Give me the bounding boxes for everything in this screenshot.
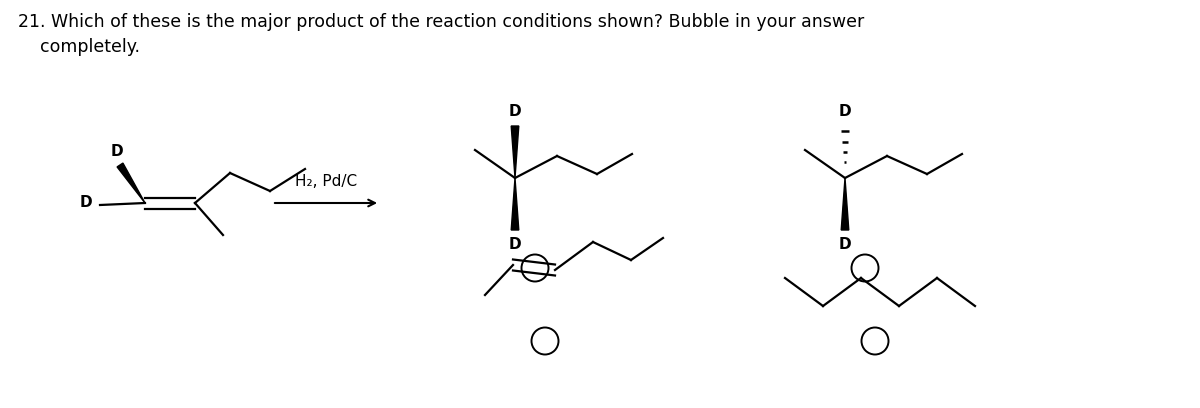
- Text: D: D: [79, 195, 92, 209]
- Text: D: D: [110, 144, 124, 159]
- Text: D: D: [509, 104, 521, 119]
- Text: D: D: [509, 237, 521, 252]
- Text: 21. Which of these is the major product of the reaction conditions shown? Bubble: 21. Which of these is the major product …: [18, 13, 864, 56]
- Text: D: D: [839, 237, 851, 252]
- Polygon shape: [511, 178, 518, 230]
- Text: H₂, Pd/C: H₂, Pd/C: [295, 174, 358, 189]
- Text: D: D: [839, 104, 851, 119]
- Polygon shape: [511, 126, 518, 178]
- Polygon shape: [118, 163, 145, 203]
- Polygon shape: [841, 178, 848, 230]
